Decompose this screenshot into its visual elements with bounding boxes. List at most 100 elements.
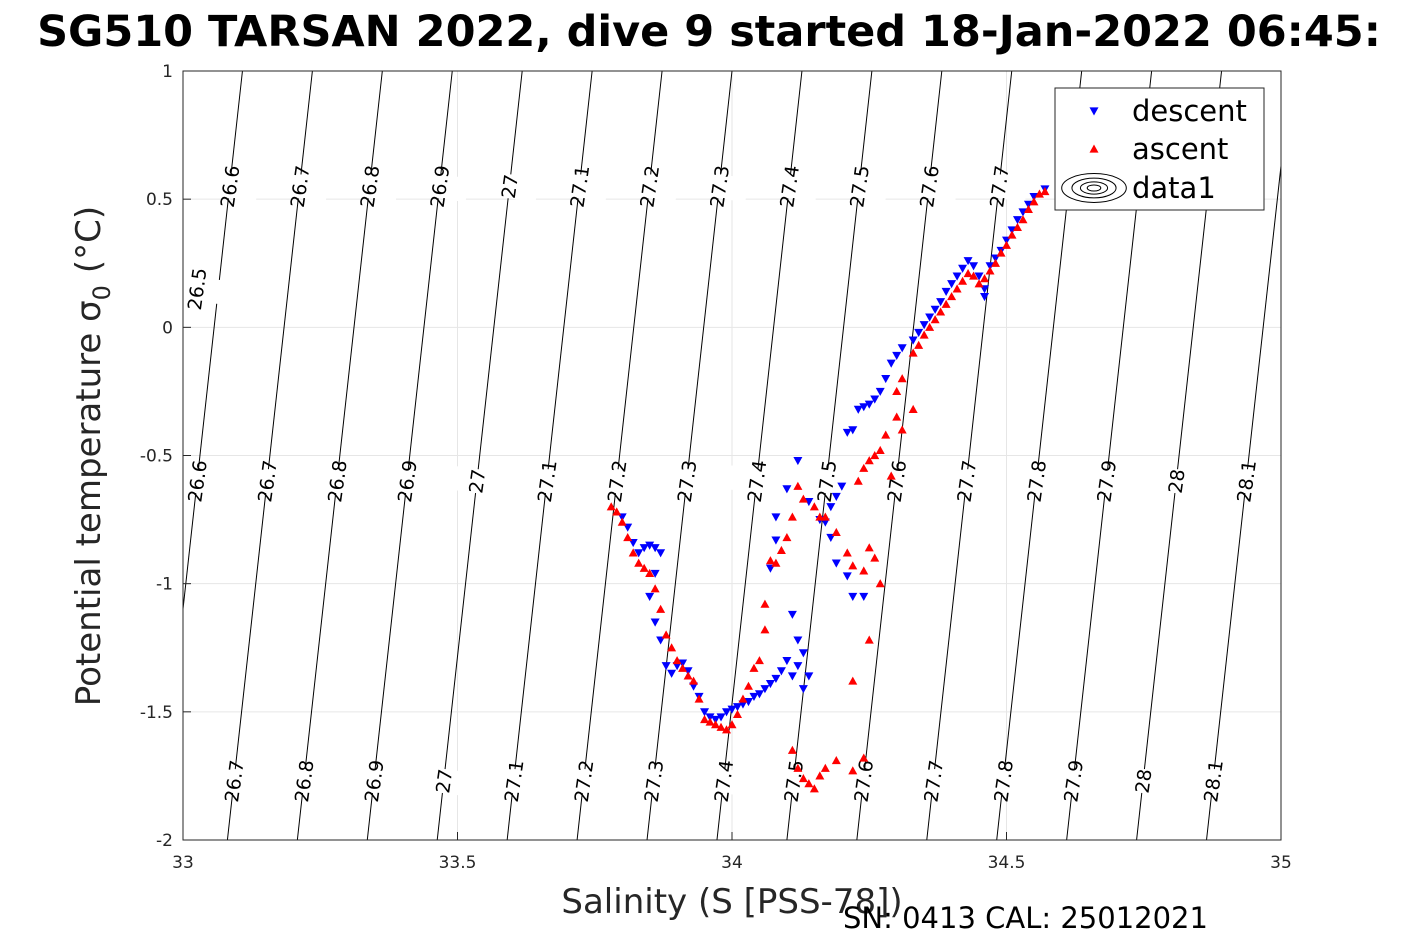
ascent-point (771, 558, 781, 567)
x-tick-label: 34 (721, 853, 743, 873)
descent-point (1018, 208, 1028, 217)
ascent-point (969, 271, 979, 280)
descent-point (969, 262, 979, 271)
descent-point (656, 549, 666, 558)
ascent-point (848, 766, 858, 775)
y-tick-label: -1.5 (140, 703, 173, 723)
isopycnal-label-bg (867, 465, 926, 497)
ascent-point (815, 512, 825, 521)
legend-descent-marker (1089, 107, 1099, 116)
ascent-point (787, 745, 797, 754)
isopycnal-label-bg (764, 765, 823, 797)
ascent-point (815, 771, 825, 780)
descent-point (897, 344, 907, 353)
ascent-point (925, 322, 935, 331)
ascent-point (782, 533, 792, 542)
y-tick-label: -2 (156, 831, 173, 851)
isopycnal-label-bg (480, 170, 539, 203)
isopycnal-label-bg (274, 765, 334, 797)
ascent-point (667, 643, 677, 652)
isopycnal-label-bg (689, 170, 749, 203)
descent-point (848, 426, 858, 435)
isopycnal-label-bg (344, 765, 404, 797)
ascent-point (749, 663, 759, 672)
descent-point (848, 592, 858, 601)
ascent-point (892, 386, 902, 396)
descent-point (804, 498, 814, 507)
descent-point (650, 569, 660, 578)
ascent-point (991, 258, 1001, 267)
isopycnal-label-bg (619, 170, 679, 203)
legend-data1-label: data1 (1132, 171, 1216, 205)
isopycnal-label-bg (200, 170, 260, 203)
descent-point (958, 264, 968, 273)
isopycnal-label: 28 (1132, 768, 1157, 795)
descent-point (705, 713, 715, 722)
descent-point (727, 705, 737, 714)
descent-point (661, 662, 671, 671)
descent-point (793, 636, 803, 645)
descent-point (787, 610, 797, 619)
x-axis-ticks: 33 33.5 34 34.5 35 (172, 832, 1292, 873)
y-axis-ticks: 1 0.5 0 -0.5 -1 -1.5 -2 (140, 62, 191, 851)
descent-series (617, 185, 1050, 725)
isopycnal-label-bg (657, 465, 717, 497)
ascent-point (776, 545, 786, 554)
descent-point (826, 503, 836, 512)
descent-point (930, 305, 940, 314)
ascent-point (930, 315, 940, 324)
isopycnal-label-bg (899, 170, 959, 203)
ascent-point (1007, 230, 1017, 239)
y-axis-label-unit: (°C) (69, 206, 109, 273)
y-tick-label: 0.5 (146, 190, 173, 210)
isopycnal-label-bg (549, 170, 609, 203)
descent-point (711, 715, 721, 725)
ascent-point (760, 599, 770, 608)
x-tick-label: 33.5 (439, 853, 477, 873)
ascent-point (645, 568, 655, 578)
descent-point (980, 292, 990, 302)
legend-contour-icon (1086, 184, 1102, 192)
descent-point (853, 405, 863, 414)
ascent-point (875, 579, 885, 588)
descent-point (881, 375, 891, 384)
isopycnal-label: 27 (498, 173, 523, 200)
isopycnal-label-bg (829, 170, 889, 203)
descent-point (771, 536, 781, 545)
descent-point (645, 592, 655, 601)
isopycnal-label-bg (903, 765, 963, 797)
ascent-point (859, 566, 869, 575)
descent-point (1029, 193, 1039, 202)
ascent-point (864, 456, 874, 465)
isopycnal-line (436, 70, 523, 841)
ascent-point (661, 630, 671, 639)
legend: descent ascent data1 (1054, 87, 1265, 211)
chart-title: SG510 TARSAN 2022, dive 9 started 18-Jan… (37, 7, 1381, 57)
ascent-point (798, 494, 808, 503)
descent-point (771, 513, 781, 522)
ascent-point (738, 694, 748, 703)
descent-point (875, 387, 885, 396)
ascent-point (820, 763, 830, 772)
ascent-point (743, 681, 753, 690)
ascent-point (606, 502, 616, 511)
descent-point (650, 618, 660, 627)
isopycnal-line (226, 70, 313, 841)
isopycnal-label-bg (340, 170, 399, 203)
isopycnal-line (856, 70, 943, 841)
descent-point (886, 359, 896, 368)
descent-point (678, 659, 688, 668)
isopycnal-label-bg (1006, 465, 1066, 497)
descent-point (936, 298, 946, 307)
descent-point (908, 336, 918, 345)
ascent-point (694, 694, 704, 703)
descent-point (771, 674, 781, 684)
descent-point (716, 713, 726, 722)
ascent-point (1012, 222, 1022, 231)
ascent-point (1029, 197, 1039, 206)
ascent-point (1018, 215, 1028, 224)
ascent-point (848, 676, 858, 685)
descent-point (952, 272, 962, 281)
isopycnal-label-bg (1146, 465, 1206, 497)
y-tick-label: -1 (156, 575, 173, 595)
